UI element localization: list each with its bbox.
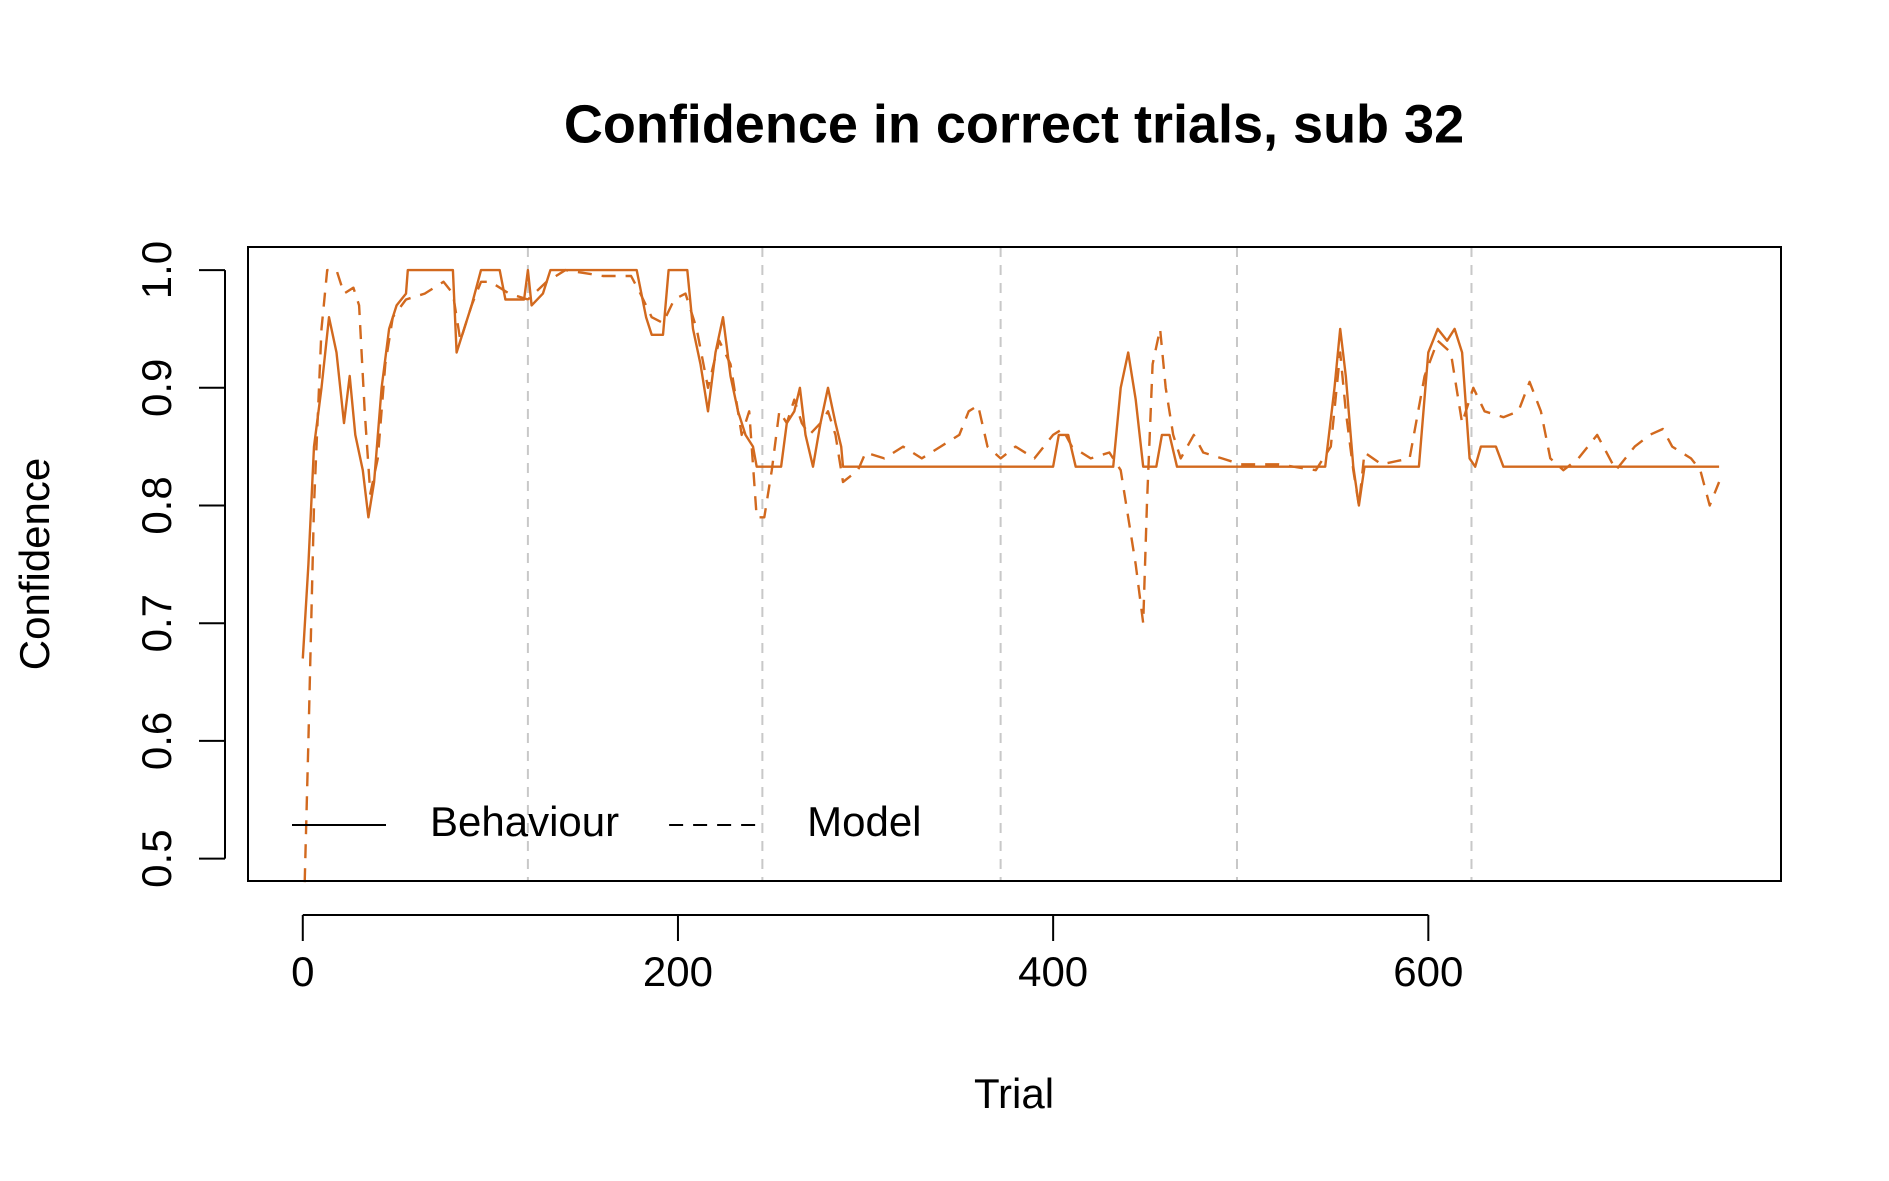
y-tick-label: 1.0 [133, 241, 180, 299]
x-tick-label: 200 [643, 948, 713, 995]
y-tick-label: 0.5 [133, 829, 180, 887]
chart-title: Confidence in correct trials, sub 32 [564, 94, 1464, 154]
y-axis-label: Confidence [11, 458, 58, 670]
y-tick-label: 0.9 [133, 359, 180, 417]
x-tick-label: 600 [1393, 948, 1463, 995]
legend-label: Behaviour [430, 798, 619, 845]
y-tick-label: 0.7 [133, 594, 180, 652]
series-line [303, 268, 1721, 883]
y-tick-label: 0.6 [133, 712, 180, 770]
y-tick-label: 0.8 [133, 476, 180, 534]
series-line [301, 268, 1720, 659]
legend-label: Model [807, 798, 921, 845]
x-tick-label: 400 [1018, 948, 1088, 995]
x-tick-label: 0 [291, 948, 314, 995]
plot-frame [247, 246, 1782, 882]
x-axis-label: Trial [974, 1070, 1054, 1117]
